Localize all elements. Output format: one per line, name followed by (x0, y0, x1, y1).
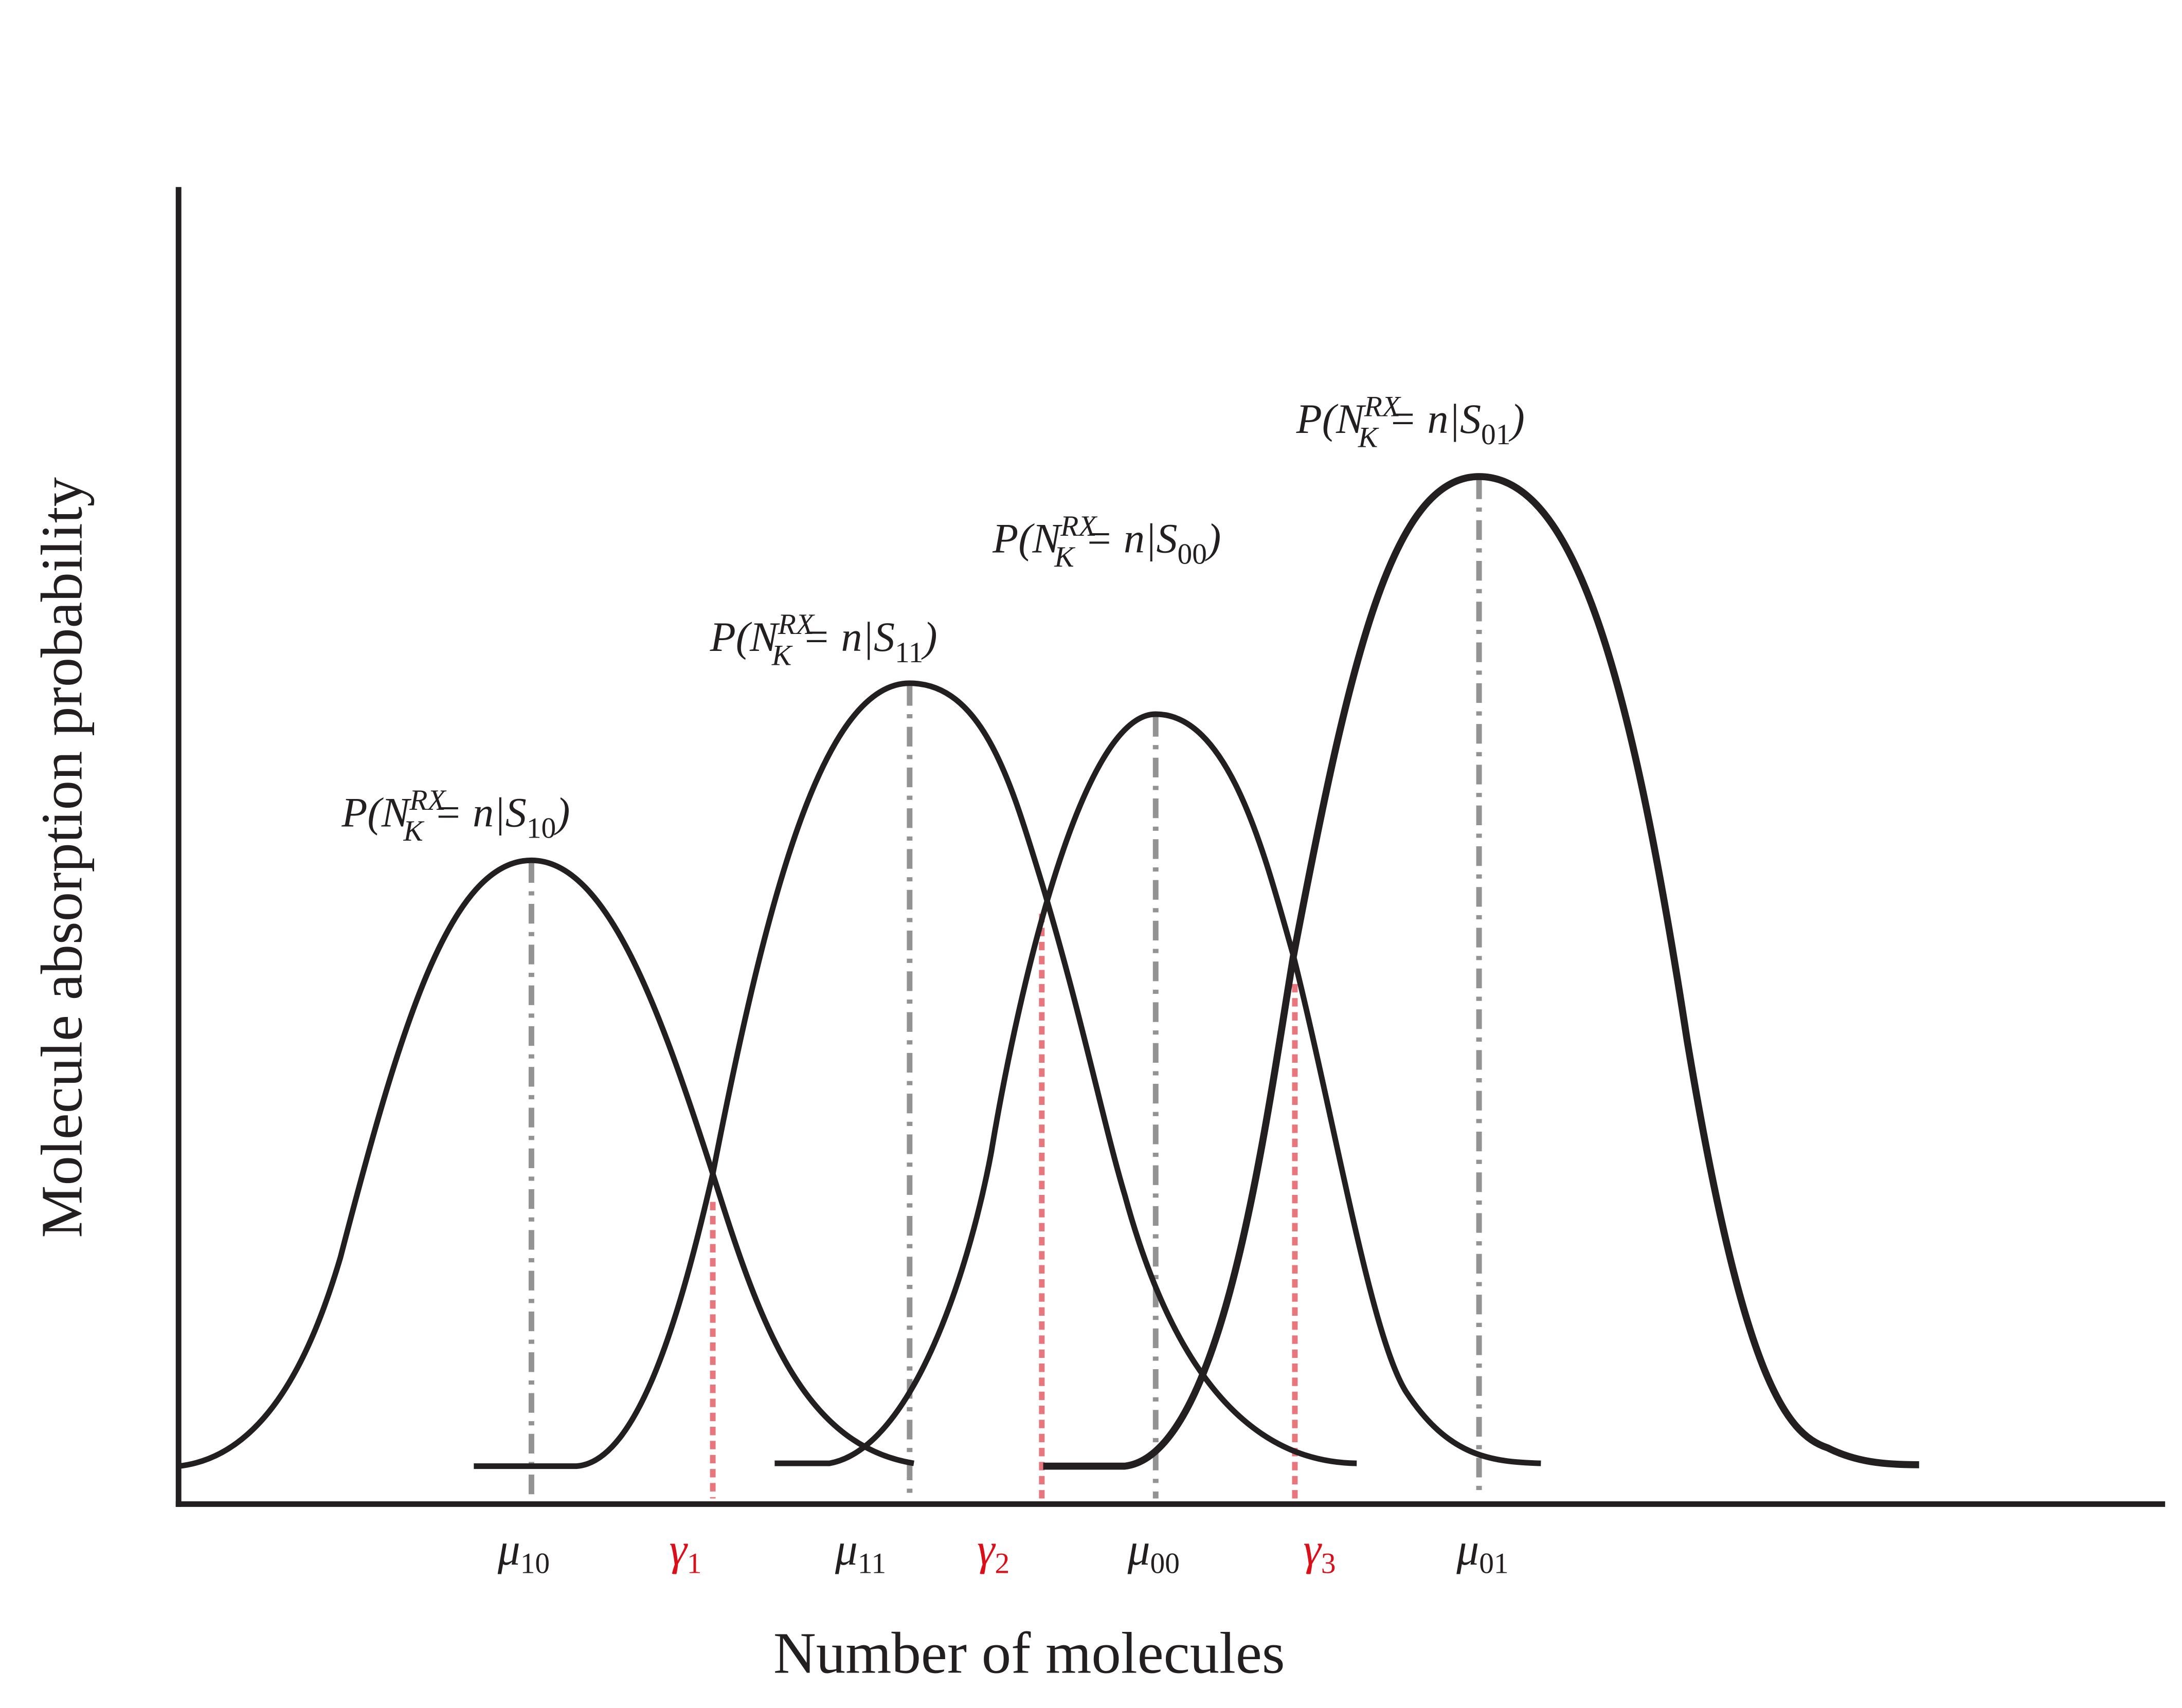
mean-label: μ11 (835, 1524, 886, 1579)
text-part: 3 (1321, 1547, 1336, 1579)
text-part: ) (1508, 395, 1524, 442)
text-part: 2 (995, 1547, 1010, 1579)
text-part: = n|S (1378, 395, 1481, 442)
text-part: μ (497, 1524, 520, 1574)
curve-label: P(NRX K = n|S00) (992, 510, 1221, 573)
text-part: = n|S (423, 789, 527, 836)
x-axis-title: Number of molecules (773, 1620, 1285, 1685)
text-part: K (1054, 541, 1075, 573)
text-part: 01 (1479, 1547, 1508, 1579)
threshold-label: γ2 (977, 1524, 1009, 1579)
text-part: K (1358, 422, 1379, 454)
text-part: = n|S (1074, 515, 1178, 562)
threshold-label: γ1 (669, 1524, 701, 1579)
text-part: RX (1060, 510, 1097, 542)
curve-label: P(NRX K = n|S10) (341, 784, 570, 847)
text-part: RX (409, 784, 446, 816)
text-part: 00 (1150, 1547, 1179, 1579)
text-part: μ (1127, 1524, 1150, 1574)
text-part: γ (1303, 1524, 1322, 1574)
text-part: RX (778, 608, 815, 641)
mean-label: μ00 (1127, 1524, 1180, 1579)
text-part: K (403, 815, 425, 847)
text-part: μ (1456, 1524, 1479, 1574)
mean-label: μ10 (497, 1524, 550, 1579)
text-part: ) (554, 789, 570, 836)
text-part: 11 (895, 637, 923, 669)
text-part: μ (835, 1524, 858, 1574)
text-part: P(N (341, 789, 411, 836)
text-part: 10 (527, 812, 556, 845)
text-part: γ (977, 1524, 996, 1574)
curve-label: P(NRX K = n|S01) (1296, 390, 1525, 453)
curve (178, 857, 914, 1469)
text-part: P(N (710, 613, 780, 660)
curve (474, 680, 1357, 1469)
text-part: P(N (992, 515, 1062, 562)
curve (774, 711, 1541, 1466)
curve-label: P(NRX K = n|S11) (710, 608, 937, 671)
text-part: RX (1364, 390, 1401, 423)
text-part: = n|S (791, 613, 895, 660)
text-part: 1 (687, 1547, 702, 1579)
text-part: 00 (1178, 538, 1207, 570)
text-part: 01 (1481, 419, 1510, 451)
mean-label: μ01 (1456, 1524, 1508, 1579)
text-part: K (771, 639, 793, 671)
text-part: 10 (520, 1547, 550, 1579)
threshold-label: γ3 (1303, 1524, 1336, 1579)
text-part: P(N (1296, 395, 1366, 442)
text-part: γ (669, 1524, 688, 1574)
curve (1043, 473, 1919, 1470)
text-part: ) (921, 613, 937, 660)
text-part: ) (1205, 515, 1221, 562)
y-axis-title: Molecule absorption probability (29, 477, 95, 1238)
text-part: 11 (858, 1547, 886, 1579)
